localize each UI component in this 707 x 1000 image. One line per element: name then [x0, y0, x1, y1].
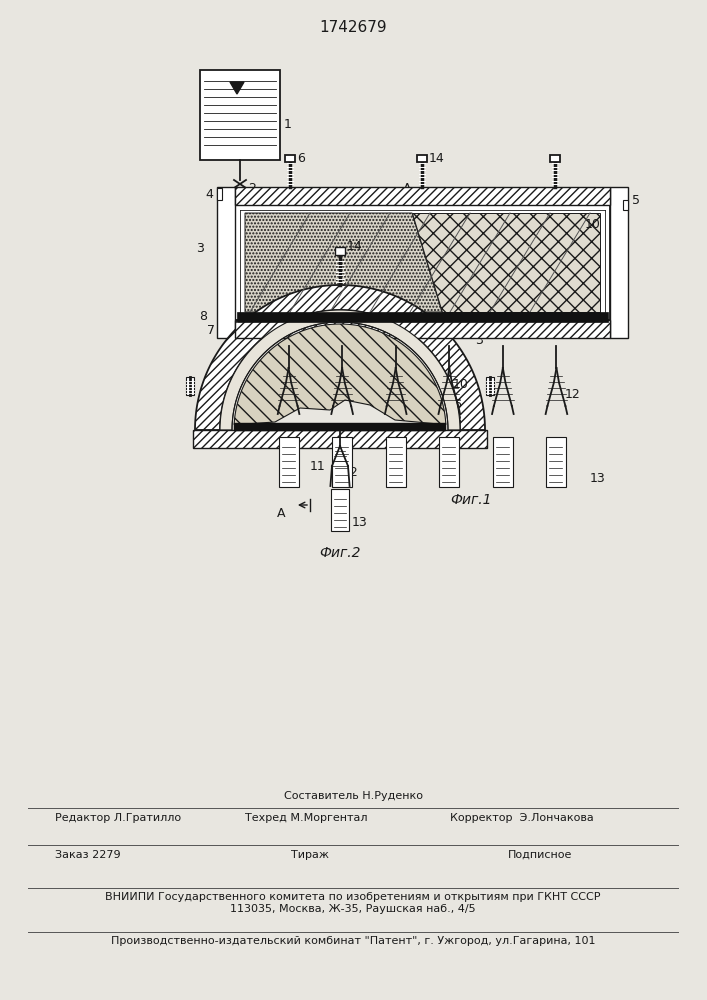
Bar — [217, 188, 222, 200]
Text: 14: 14 — [347, 240, 363, 253]
Bar — [279, 437, 298, 487]
Text: Фиг.2: Фиг.2 — [320, 546, 361, 560]
Text: 7: 7 — [453, 436, 461, 448]
Polygon shape — [412, 213, 600, 312]
Text: 13: 13 — [352, 516, 368, 530]
Text: Тираж: Тираж — [291, 850, 329, 860]
Text: 9: 9 — [317, 436, 325, 450]
Bar — [610, 187, 628, 338]
Text: 3: 3 — [475, 334, 483, 347]
Bar — [458, 430, 487, 448]
Bar — [335, 247, 345, 255]
Text: 10: 10 — [585, 219, 601, 232]
Text: 9: 9 — [266, 358, 274, 370]
Text: 4: 4 — [205, 188, 213, 202]
Text: 7: 7 — [207, 324, 215, 336]
Bar — [417, 155, 427, 162]
Text: Редактор Л.Гратилло: Редактор Л.Гратилло — [55, 813, 181, 823]
Text: 14: 14 — [429, 152, 445, 165]
Bar — [217, 187, 235, 338]
Text: 6: 6 — [453, 398, 461, 412]
Polygon shape — [230, 82, 244, 94]
Bar — [285, 155, 295, 162]
Text: A: A — [276, 507, 285, 520]
Bar — [186, 377, 194, 395]
Bar — [550, 155, 560, 162]
Text: 8: 8 — [199, 310, 207, 324]
Polygon shape — [195, 285, 485, 430]
Text: Подписное: Подписное — [508, 850, 572, 860]
Text: 2: 2 — [248, 182, 256, 194]
Text: 113035, Москва, Ж-35, Раушская наб., 4/5: 113035, Москва, Ж-35, Раушская наб., 4/5 — [230, 904, 476, 914]
Bar — [439, 437, 460, 487]
Text: 12: 12 — [343, 466, 358, 480]
Text: 6: 6 — [297, 152, 305, 165]
Text: Корректор  Э.Лончакова: Корректор Э.Лончакова — [450, 813, 594, 823]
Bar — [234, 423, 446, 431]
Bar — [200, 70, 280, 160]
Bar — [331, 489, 349, 531]
Bar — [235, 320, 610, 338]
Text: 5: 5 — [632, 194, 640, 207]
Text: Фиг.1: Фиг.1 — [450, 493, 491, 507]
Text: 6: 6 — [251, 343, 259, 356]
Text: ВНИИПИ Государственного комитета по изобретениям и открытиям при ГКНТ СССР: ВНИИПИ Государственного комитета по изоб… — [105, 892, 601, 902]
Bar — [193, 430, 222, 448]
Bar — [623, 200, 628, 210]
Polygon shape — [245, 213, 442, 312]
Text: Техред М.Моргентал: Техред М.Моргентал — [245, 813, 368, 823]
Bar — [235, 205, 610, 320]
Text: 3: 3 — [196, 241, 204, 254]
Text: 12: 12 — [564, 387, 580, 400]
Text: 1: 1 — [284, 117, 292, 130]
Polygon shape — [234, 324, 446, 425]
Text: 11: 11 — [309, 460, 325, 473]
Bar — [386, 437, 406, 487]
Text: 11: 11 — [259, 379, 276, 392]
Text: 1742679: 1742679 — [319, 20, 387, 35]
Polygon shape — [220, 310, 460, 430]
Text: 10: 10 — [453, 378, 469, 391]
Bar — [235, 187, 610, 205]
Text: 13: 13 — [590, 473, 606, 486]
Bar — [193, 430, 487, 448]
Bar — [547, 437, 566, 487]
Text: A: A — [403, 182, 411, 194]
Bar — [332, 437, 352, 487]
Bar — [486, 377, 494, 395]
Text: Производственно-издательский комбинат "Патент", г. Ужгород, ул.Гагарина, 101: Производственно-издательский комбинат "П… — [111, 936, 595, 946]
Text: Заказ 2279: Заказ 2279 — [55, 850, 121, 860]
Bar — [493, 437, 513, 487]
Text: 8: 8 — [453, 414, 461, 426]
Bar — [237, 312, 608, 322]
Text: Составитель Н.Руденко: Составитель Н.Руденко — [284, 791, 423, 801]
